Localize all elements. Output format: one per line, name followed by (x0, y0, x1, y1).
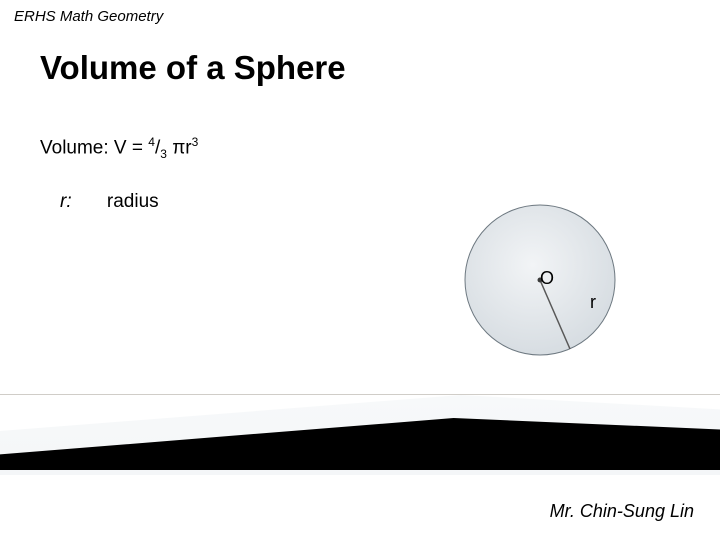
formula-power: 3 (192, 135, 199, 149)
radius-label: r (590, 292, 596, 313)
divider-line (0, 394, 720, 395)
author-name: Mr. Chin-Sung Lin (550, 501, 694, 522)
legend-desc: radius (107, 191, 159, 212)
formula-prefix: Volume: V = (40, 137, 148, 158)
page-title: Volume of a Sphere (0, 25, 720, 87)
course-header: ERHS Math Geometry (0, 0, 720, 25)
legend-var: r: (60, 191, 102, 212)
formula-numerator: 4 (148, 135, 155, 149)
center-label: O (540, 268, 554, 289)
volume-formula: Volume: V = 4/3 πr3 (0, 87, 720, 161)
formula-denominator: 3 (160, 147, 167, 161)
formula-pir: πr (167, 137, 192, 158)
